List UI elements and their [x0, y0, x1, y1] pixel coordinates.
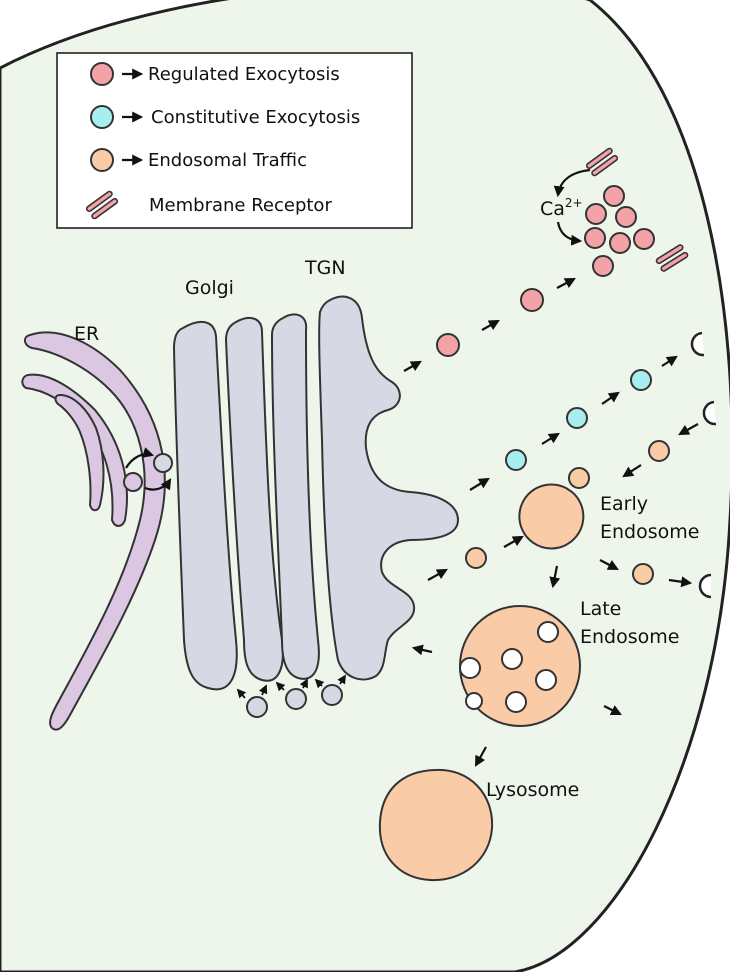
golgi-base-vesicle-3 — [321, 684, 343, 706]
secretory-granule-cluster — [584, 185, 655, 277]
regulated-vesicle — [520, 288, 544, 312]
er-label: ER — [74, 323, 99, 345]
early-endosome-bud — [568, 467, 590, 489]
early-endosome-label-line1: Early — [600, 493, 648, 515]
constitutive-vesicle — [566, 407, 588, 429]
fusion-pit — [698, 573, 712, 599]
membrane-receptor-top — [585, 147, 619, 177]
trans-golgi-network — [318, 295, 460, 681]
regulated-vesicle — [436, 333, 460, 357]
golgi-cisterna-1 — [172, 320, 238, 691]
er-to-golgi-arrow — [125, 447, 155, 469]
golgi-to-er-arrow — [144, 478, 172, 491]
er-vesicle — [123, 472, 143, 492]
golgi-base-vesicle-1 — [246, 696, 268, 718]
membrane-fusion-pits — [690, 331, 717, 599]
golgi-label: Golgi — [185, 277, 234, 299]
fusion-pit — [702, 400, 717, 426]
tgn-label: TGN — [304, 257, 346, 279]
legend-regulated-marker — [90, 62, 114, 86]
legend-label-endosomal: Endosomal Traffic — [148, 150, 307, 171]
golgi-base-vesicle-2 — [285, 688, 307, 710]
golgi-cisterna-3 — [270, 313, 320, 680]
golgi-cisterna-2 — [224, 316, 284, 682]
endosomal-vesicle — [648, 440, 670, 462]
calcium-influx-arrow — [553, 168, 591, 198]
endosomal-pathway — [378, 423, 699, 882]
fusion-pit — [690, 331, 705, 357]
endoplasmic-reticulum — [21, 331, 166, 731]
late-endosome-label-line2: Endosome — [580, 626, 679, 648]
regulated-exocytosis-pathway — [403, 185, 655, 372]
endosomal-vesicle — [632, 563, 654, 585]
constitutive-vesicle — [630, 369, 652, 391]
intraluminal-vesicles — [459, 621, 559, 713]
legend-label-regulated: Regulated Exocytosis — [148, 64, 340, 85]
late-endosome-label-line1: Late — [580, 598, 621, 620]
lysosome — [378, 768, 494, 882]
golgi-cisternae — [172, 295, 460, 691]
constitutive-exocytosis-pathway — [469, 355, 678, 491]
legend: Regulated Exocytosis Constitutive Exocyt… — [56, 52, 413, 229]
early-endosome-label-line2: Endosome — [600, 521, 699, 543]
early-endosome — [518, 483, 585, 550]
legend-constitutive-marker — [90, 105, 114, 129]
legend-receptor-icon — [85, 190, 119, 220]
constitutive-vesicle — [505, 449, 527, 471]
endosomal-vesicle — [465, 547, 487, 569]
legend-label-receptor: Membrane Receptor — [149, 195, 332, 216]
calcium-trigger-arrow — [556, 221, 583, 246]
golgi-base-arrows — [236, 674, 346, 699]
legend-endosomal-marker — [90, 148, 114, 172]
legend-label-constitutive: Constitutive Exocytosis — [151, 107, 360, 128]
calcium-label: Ca2+ — [540, 196, 583, 220]
golgi-vesicle — [153, 453, 173, 473]
lysosome-label: Lysosome — [486, 779, 579, 801]
membrane-receptor-right — [655, 244, 689, 272]
